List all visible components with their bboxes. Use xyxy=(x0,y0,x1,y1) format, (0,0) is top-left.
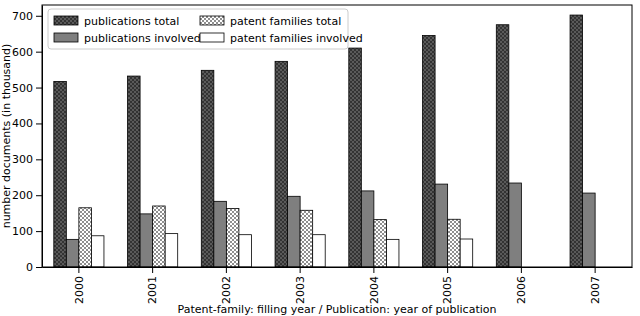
y-axis-title: number documents (in thousand) xyxy=(0,44,13,229)
x-tick-label: 2003 xyxy=(294,276,307,304)
bar xyxy=(361,191,374,267)
y-tick-mark xyxy=(36,231,42,232)
plot: 0100200300400500600700200020012002200320… xyxy=(12,5,633,304)
x-tick-mark xyxy=(78,267,79,273)
x-tick: 2004 xyxy=(368,267,381,304)
bar xyxy=(349,48,362,267)
bar xyxy=(509,183,522,267)
bar xyxy=(239,235,252,267)
y-axis: 0 100 200 300 400 500 600 700 xyxy=(12,6,43,275)
x-tick: 2001 xyxy=(146,267,159,304)
bar xyxy=(54,81,67,267)
legend-swatch xyxy=(54,16,78,25)
y-tick-mark xyxy=(36,123,42,124)
bar xyxy=(496,25,509,267)
legend-label: patent families total xyxy=(230,15,341,28)
x-tick: 2005 xyxy=(441,267,454,304)
x-tick-label: 2001 xyxy=(146,276,159,304)
y-tick-mark xyxy=(36,88,42,89)
legend-label: publications involved xyxy=(84,32,201,45)
x-tick: 2002 xyxy=(220,267,233,304)
y-tick-mark xyxy=(36,16,42,17)
bar xyxy=(91,236,104,267)
bar xyxy=(214,201,227,267)
x-tick-label: 2006 xyxy=(515,276,528,304)
y-tick-mark xyxy=(36,52,42,53)
y-tick-label: 200 xyxy=(12,189,33,202)
legend-item: publications total xyxy=(54,15,179,28)
legend-label: publications total xyxy=(84,15,179,28)
y-tick: 500 xyxy=(12,82,42,95)
bar xyxy=(226,208,239,267)
bar xyxy=(165,234,178,267)
y-tick: 400 xyxy=(12,117,42,130)
x-tick-mark xyxy=(152,267,153,273)
x-tick-label: 2004 xyxy=(368,276,381,304)
bar xyxy=(435,184,448,267)
y-tick-label: 600 xyxy=(12,46,33,59)
x-tick-mark xyxy=(373,267,374,273)
chart: 0100200300400500600700200020012002200320… xyxy=(0,0,640,316)
x-tick: 2007 xyxy=(589,267,602,304)
bar xyxy=(386,239,399,267)
bar xyxy=(128,76,141,267)
y-tick-label: 700 xyxy=(12,10,33,23)
x-axis: 2000 2001 2002 2003 2004 2005 2006 2007 xyxy=(43,267,633,304)
x-tick-label: 2002 xyxy=(220,276,233,304)
y-tick-label: 100 xyxy=(12,225,33,238)
bar xyxy=(201,70,214,267)
x-axis-title: Patent-family: filling year / Publicatio… xyxy=(178,303,497,316)
y-tick: 300 xyxy=(12,153,42,166)
bar xyxy=(460,239,473,267)
x-tick-mark xyxy=(300,267,301,273)
y-axis-line xyxy=(42,6,43,268)
y-tick: 600 xyxy=(12,46,42,59)
bar xyxy=(313,235,326,267)
y-tick-label: 300 xyxy=(12,153,33,166)
x-tick-mark xyxy=(226,267,227,273)
y-tick-mark xyxy=(36,195,42,196)
y-tick: 0 xyxy=(26,261,42,274)
plot-frame xyxy=(42,5,632,267)
y-tick: 100 xyxy=(12,225,42,238)
legend-label: patent families involved xyxy=(230,32,363,45)
bar xyxy=(448,219,461,267)
legend-item: publications involved xyxy=(54,32,201,45)
y-tick: 700 xyxy=(12,10,42,23)
bar xyxy=(153,206,166,267)
x-tick-label: 2000 xyxy=(73,276,86,304)
legend: publications total publications involved p… xyxy=(48,9,363,49)
y-tick-mark xyxy=(36,267,42,268)
x-tick-label: 2007 xyxy=(589,276,602,304)
bar xyxy=(140,214,153,267)
bar xyxy=(374,220,387,267)
x-tick: 2003 xyxy=(294,267,307,304)
bar xyxy=(275,61,288,267)
x-tick: 2006 xyxy=(515,267,528,304)
x-tick: 2000 xyxy=(73,267,86,304)
bar xyxy=(583,193,596,267)
x-axis-line xyxy=(43,267,633,268)
bar xyxy=(423,36,436,267)
y-tick-label: 0 xyxy=(26,261,33,274)
x-tick-mark xyxy=(595,267,596,273)
x-tick-mark xyxy=(521,267,522,273)
bar xyxy=(66,239,79,267)
x-tick-mark xyxy=(447,267,448,273)
y-tick-label: 500 xyxy=(12,82,33,95)
bars xyxy=(54,15,595,267)
legend-swatch xyxy=(200,33,224,42)
bar xyxy=(288,196,301,267)
bar xyxy=(79,208,92,267)
legend-swatch xyxy=(54,33,78,42)
y-tick-label: 400 xyxy=(12,117,33,130)
y-tick-mark xyxy=(36,159,42,160)
bar xyxy=(570,15,583,267)
legend-swatch xyxy=(200,16,224,25)
legend-item: patent families involved xyxy=(200,32,363,45)
legend-item: patent families total xyxy=(200,15,341,28)
y-tick: 200 xyxy=(12,189,42,202)
x-tick-label: 2005 xyxy=(441,276,454,304)
bar xyxy=(300,210,313,267)
